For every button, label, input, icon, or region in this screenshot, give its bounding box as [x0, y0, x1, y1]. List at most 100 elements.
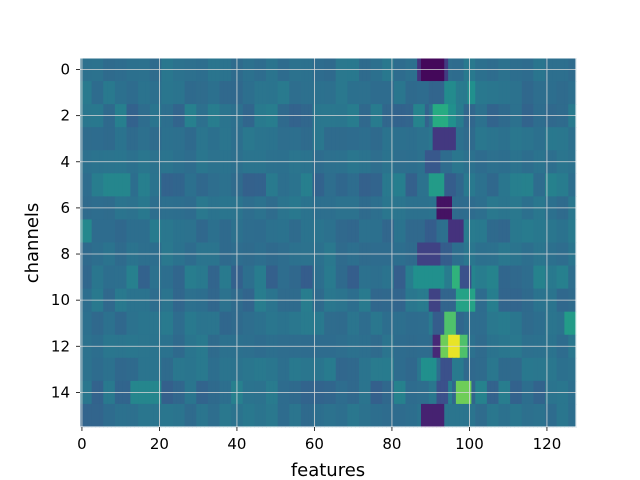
- heatmap-cell: [397, 403, 403, 428]
- heatmap-cell: [200, 127, 205, 151]
- heatmap-cell: [366, 357, 372, 382]
- heatmap-cell: [328, 311, 333, 336]
- heatmap-cell: [432, 127, 438, 151]
- heatmap-cell: [428, 173, 434, 197]
- heatmap-cell: [362, 219, 368, 244]
- heatmap-cell: [521, 127, 527, 151]
- heatmap-cell: [421, 219, 426, 244]
- heatmap-cell: [281, 265, 286, 290]
- heatmap-cell: [440, 173, 445, 197]
- heatmap-cell: [335, 357, 341, 382]
- heatmap-cell: [525, 311, 531, 336]
- x-tick-label: 60: [305, 435, 324, 453]
- heatmap-cell: [463, 81, 469, 105]
- heatmap-cell: [471, 127, 476, 151]
- heatmap-cell: [242, 357, 248, 382]
- heatmap-cell: [459, 81, 465, 105]
- heatmap-cell: [161, 219, 166, 244]
- heatmap-cell: [87, 265, 93, 290]
- heatmap-cell: [138, 219, 143, 244]
- heatmap-cell: [351, 357, 356, 382]
- heatmap-cell: [215, 265, 221, 290]
- heatmap-cell: [506, 357, 511, 382]
- heatmap-cell: [541, 219, 546, 244]
- heatmap-cell: [266, 173, 271, 197]
- heatmap-cell: [490, 265, 496, 290]
- heatmap-cell: [494, 403, 500, 428]
- heatmap-cell: [138, 127, 143, 151]
- heatmap-cell: [362, 173, 368, 197]
- heatmap-cell: [169, 265, 174, 290]
- heatmap-cell: [432, 81, 438, 105]
- heatmap-cell: [409, 219, 414, 244]
- heatmap-cell: [490, 173, 496, 197]
- heatmap-cell: [409, 265, 414, 290]
- heatmap-cell: [335, 265, 341, 290]
- heatmap-cell: [347, 311, 352, 336]
- heatmap-cell: [517, 127, 523, 151]
- heatmap-cell: [169, 219, 174, 244]
- heatmap-cell: [525, 265, 531, 290]
- heatmap-cell: [548, 81, 554, 105]
- heatmap-cell: [506, 265, 511, 290]
- heatmap-cell: [428, 81, 434, 105]
- heatmap-cell: [138, 403, 143, 428]
- heatmap-cell: [188, 219, 193, 244]
- heatmap-cell: [320, 81, 325, 105]
- heatmap-cell: [378, 219, 383, 244]
- heatmap-cell: [560, 265, 565, 290]
- heatmap-cell: [165, 265, 170, 290]
- heatmap-cell: [374, 403, 379, 428]
- heatmap-cell: [114, 265, 120, 290]
- heatmap-cell: [142, 127, 147, 151]
- heatmap-cell: [254, 311, 259, 336]
- heatmap-cell: [211, 173, 217, 197]
- heatmap-cell: [494, 311, 500, 336]
- heatmap-cell: [502, 81, 507, 105]
- heatmap-cell: [510, 265, 515, 290]
- heatmap-cell: [273, 127, 279, 151]
- heatmap-cell: [273, 403, 279, 428]
- heatmap-cell: [207, 173, 213, 197]
- heatmap-cell: [266, 311, 271, 336]
- heatmap-cell: [91, 219, 97, 244]
- heatmap-cell: [428, 357, 434, 382]
- heatmap-cell: [432, 403, 438, 428]
- x-tick-label: 40: [227, 435, 246, 453]
- heatmap-cell: [533, 127, 538, 151]
- heatmap-cell: [130, 311, 135, 336]
- heatmap-cell: [413, 81, 418, 105]
- heatmap-cell: [463, 219, 469, 244]
- heatmap-cell: [529, 173, 534, 197]
- heatmap-cell: [153, 265, 159, 290]
- heatmap-cell: [510, 81, 515, 105]
- heatmap-cell: [91, 127, 97, 151]
- heatmap-cell: [308, 127, 314, 151]
- heatmap-cell: [269, 173, 275, 197]
- heatmap-cell: [161, 311, 166, 336]
- heatmap-cell: [204, 127, 209, 151]
- heatmap-cell: [258, 265, 263, 290]
- heatmap-cell: [297, 127, 302, 151]
- heatmap-cell: [343, 173, 348, 197]
- heatmap-cell: [99, 357, 104, 382]
- heatmap-cell: [316, 81, 321, 105]
- heatmap-cell: [215, 81, 221, 105]
- heatmap-cell: [114, 311, 120, 336]
- heatmap-cell: [204, 265, 209, 290]
- heatmap-cell: [351, 311, 356, 336]
- heatmap-cell: [145, 311, 151, 336]
- heatmap-cell: [142, 219, 147, 244]
- heatmap-cell: [413, 173, 418, 197]
- heatmap-cell: [188, 127, 193, 151]
- heatmap-cell: [483, 173, 488, 197]
- heatmap-cell: [479, 219, 484, 244]
- heatmap-cell: [153, 403, 159, 428]
- heatmap-cell: [444, 81, 449, 105]
- heatmap-cell: [486, 81, 492, 105]
- heatmap-cell: [204, 219, 209, 244]
- heatmap-cell: [359, 311, 364, 336]
- heatmap-cell: [560, 219, 565, 244]
- heatmap-cell: [308, 81, 314, 105]
- heatmap-cell: [483, 81, 488, 105]
